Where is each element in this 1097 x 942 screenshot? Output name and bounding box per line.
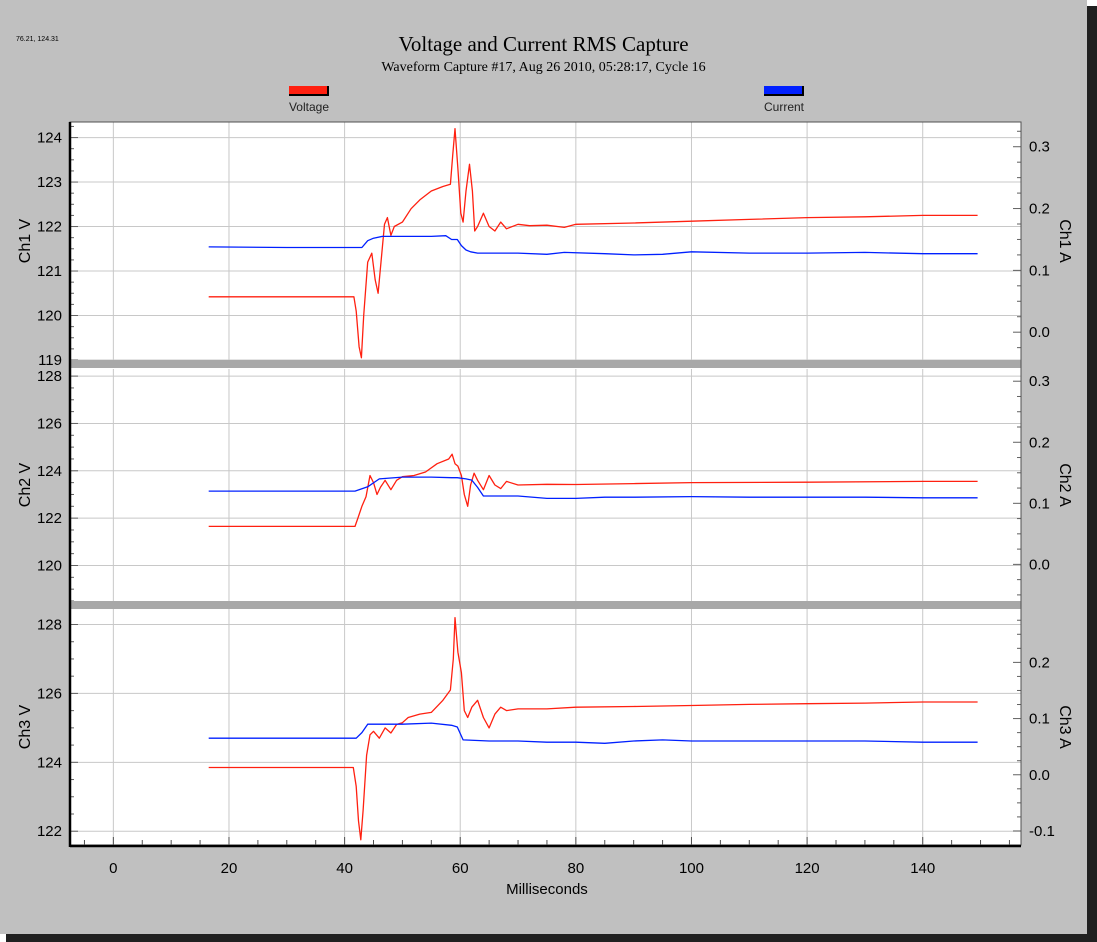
series-line-voltage [208, 128, 978, 359]
left-tick-label: 126 [37, 685, 62, 702]
right-tick-label: 0.1 [1029, 262, 1050, 279]
right-tick-label: 0.2 [1029, 434, 1050, 451]
series-line-current [208, 476, 978, 500]
panel-separator [70, 360, 1021, 368]
left-tick-label: 122 [37, 510, 62, 527]
left-tick-label: 126 [37, 415, 62, 432]
x-tick-label: 20 [221, 860, 238, 877]
left-axis-title: Ch1 V [17, 218, 34, 263]
chart-subtitle: Waveform Capture #17, Aug 26 2010, 05:28… [381, 60, 706, 75]
x-axis-title: Milliseconds [506, 881, 588, 898]
left-tick-label: 124 [37, 130, 62, 147]
x-tick-label: 40 [336, 860, 353, 877]
right-axis-title: Ch2 A [1056, 463, 1073, 507]
right-tick-label: 0.0 [1029, 556, 1050, 573]
x-tick-label: 100 [679, 860, 704, 877]
left-tick-label: 122 [37, 219, 62, 236]
right-tick-label: 0.0 [1029, 767, 1050, 784]
x-tick-label: 0 [109, 860, 117, 877]
left-axis-title: Ch3 V [17, 704, 34, 749]
legend-item-voltage[interactable]: Voltage [264, 86, 354, 114]
legend-label-current: Current [763, 100, 804, 114]
series-line-voltage [208, 616, 978, 841]
window-shadow-right [1087, 6, 1097, 942]
right-axis-title: Ch1 A [1056, 219, 1073, 263]
left-tick-label: 120 [37, 308, 62, 325]
panel-separator [70, 601, 1021, 609]
cursor-coordinate-readout: 76.21, 124.31 [16, 36, 59, 43]
left-tick-label: 121 [37, 263, 62, 280]
chart-title: Voltage and Current RMS Capture [398, 32, 689, 56]
x-tick-label: 80 [568, 860, 585, 877]
left-tick-label: 119 [38, 352, 62, 369]
left-tick-label: 128 [37, 368, 62, 385]
right-tick-label: 0.1 [1029, 495, 1050, 512]
right-tick-label: 0.3 [1029, 373, 1050, 390]
legend-swatch-current [764, 86, 804, 96]
legend-swatch-voltage [289, 86, 329, 96]
left-axis-title: Ch2 V [17, 462, 34, 507]
right-tick-label: 0.2 [1029, 654, 1050, 671]
plot-background [70, 122, 1021, 845]
left-tick-label: 124 [37, 754, 62, 771]
series-line-current [208, 722, 978, 744]
legend-item-current[interactable]: Current [739, 86, 829, 114]
series-line-current [208, 235, 978, 256]
right-tick-label: 0.3 [1029, 139, 1050, 156]
left-tick-label: 128 [37, 617, 62, 634]
legend-label-voltage: Voltage [288, 100, 330, 114]
series-line-voltage [208, 453, 978, 528]
right-tick-label: 0.1 [1029, 711, 1050, 728]
left-tick-label: 123 [37, 174, 62, 191]
x-tick-label: 120 [795, 860, 820, 877]
x-tick-label: 140 [910, 860, 935, 877]
window-shadow-bottom [6, 934, 1097, 942]
right-tick-label: 0.0 [1029, 324, 1050, 341]
right-axis-title: Ch3 A [1056, 705, 1073, 749]
left-tick-label: 122 [37, 823, 62, 840]
panel-ch2: 120 122 124 126 128 0.0 0.1 0.2 0.3 Ch2 V Ch2 A [17, 368, 1073, 602]
x-tick-label: 60 [452, 860, 469, 877]
left-tick-label: 124 [37, 463, 62, 480]
right-tick-label: 0.2 [1029, 201, 1050, 218]
left-tick-label: 120 [37, 557, 62, 574]
right-tick-label: -0.1 [1029, 823, 1055, 840]
